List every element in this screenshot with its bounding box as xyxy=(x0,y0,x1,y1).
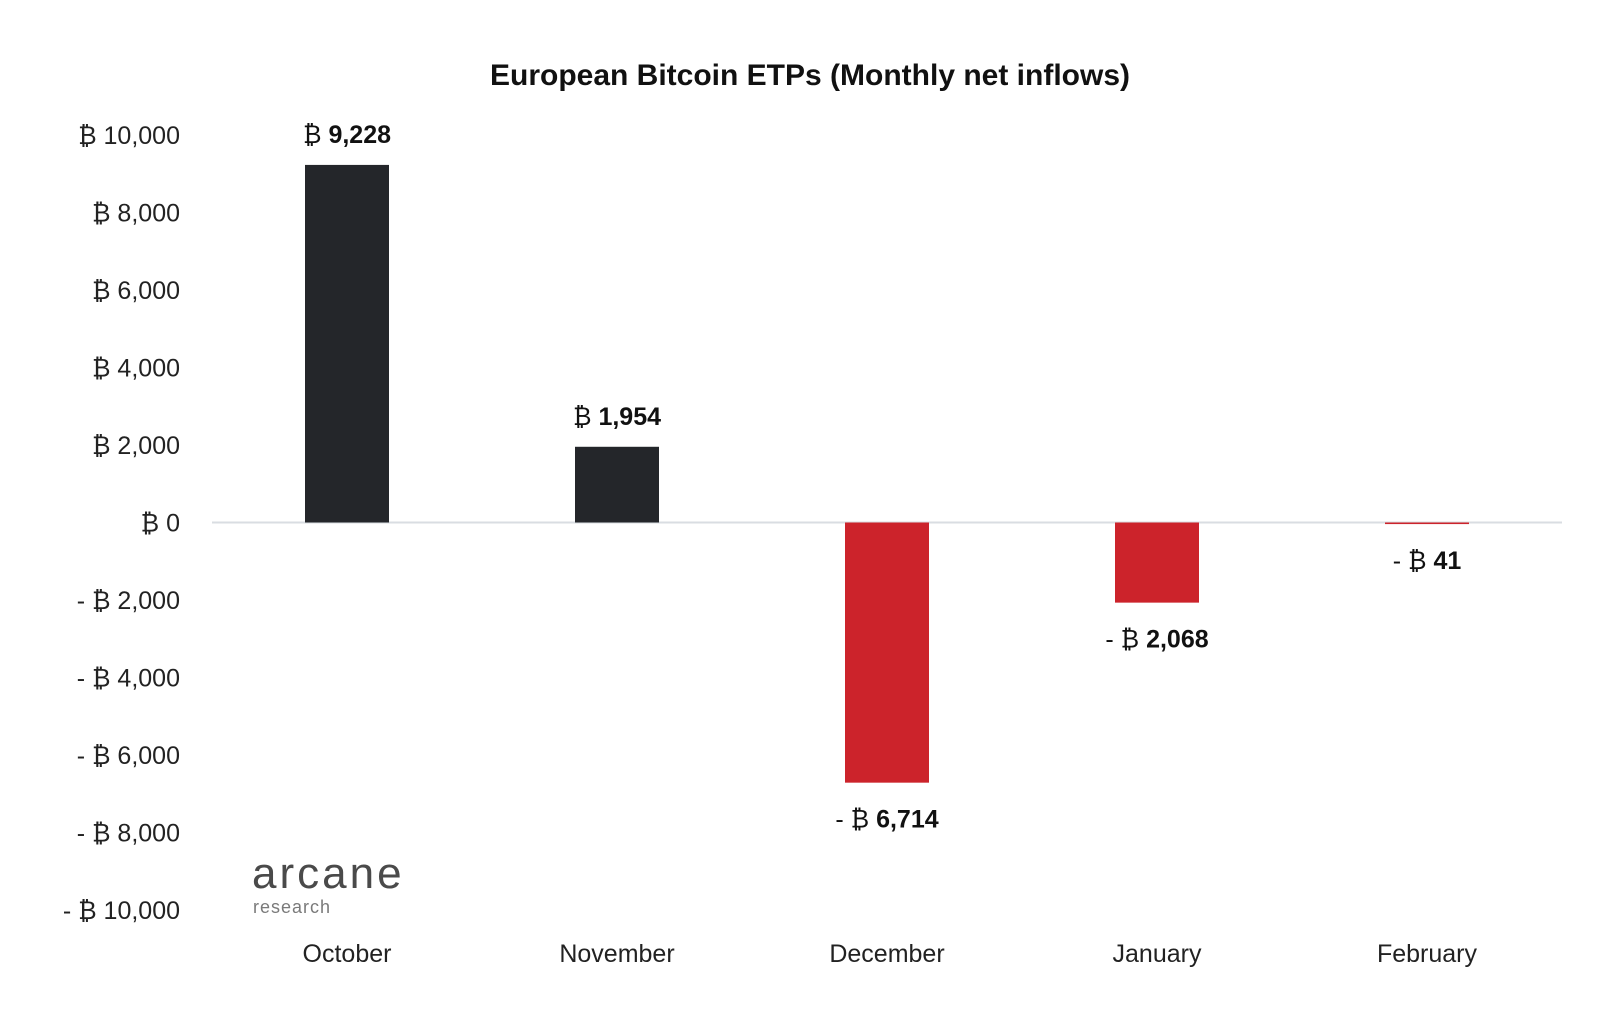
y-tick-label: ₿ 2,000 xyxy=(92,432,180,460)
y-tick-label: - ₿ 6,000 xyxy=(77,742,180,770)
x-axis: October November December January February xyxy=(303,940,1478,968)
y-tick-label: ₿ 0 xyxy=(141,510,180,538)
chart-title: European Bitcoin ETPs (Monthly net inflo… xyxy=(490,59,1130,92)
y-tick-label: ₿ 6,000 xyxy=(92,277,180,305)
data-label-october: ₿ 9,228 xyxy=(303,121,391,149)
x-tick-label: October xyxy=(303,940,392,968)
y-tick-label: - ₿ 8,000 xyxy=(77,820,180,848)
y-tick-label: ₿ 8,000 xyxy=(92,200,180,228)
data-labels: ₿ 9,228 ₿ 1,954 - ₿ 6,714 - ₿ 2,068 - ₿ 41 xyxy=(303,121,1461,834)
data-label-december: - ₿ 6,714 xyxy=(835,806,938,834)
data-label-january: - ₿ 2,068 xyxy=(1105,626,1208,654)
x-tick-label: December xyxy=(829,940,944,968)
arcane-research-logo: arcane research xyxy=(252,849,405,917)
y-axis: ₿ 10,000 ₿ 8,000 ₿ 6,000 ₿ 4,000 ₿ 2,000 ₿ 0 -… xyxy=(63,122,180,925)
bars xyxy=(305,164,1469,783)
x-tick-label: November xyxy=(559,940,674,968)
logo-subtitle: research xyxy=(253,897,331,917)
bar-january xyxy=(1115,522,1199,603)
y-tick-label: - ₿ 2,000 xyxy=(77,587,180,615)
bar-november xyxy=(575,446,659,523)
data-label-november: ₿ 1,954 xyxy=(573,403,661,431)
x-tick-label: January xyxy=(1113,940,1202,968)
y-tick-label: - ₿ 10,000 xyxy=(63,897,180,925)
bar-october xyxy=(305,164,389,523)
x-tick-label: February xyxy=(1377,940,1478,968)
bar-december xyxy=(845,522,929,783)
y-tick-label: - ₿ 4,000 xyxy=(77,665,180,693)
y-tick-label: ₿ 4,000 xyxy=(92,355,180,383)
y-tick-label: ₿ 10,000 xyxy=(78,122,180,150)
bar-february xyxy=(1385,522,1469,525)
data-label-february: - ₿ 41 xyxy=(1393,547,1462,575)
logo-wordmark: arcane xyxy=(252,849,405,898)
